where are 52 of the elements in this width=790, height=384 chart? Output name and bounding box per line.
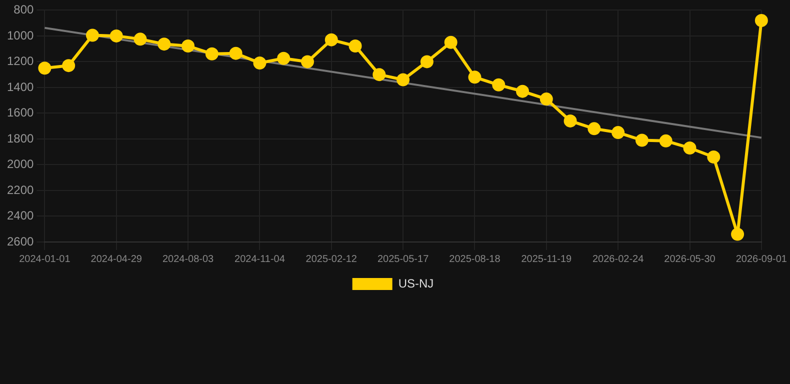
point	[468, 70, 482, 84]
point	[62, 59, 76, 72]
point	[372, 68, 386, 82]
y-tick-label: 1400	[6, 80, 34, 94]
y-tick-label: 1600	[6, 106, 34, 120]
point	[229, 46, 242, 60]
y-tick-label: 2400	[6, 208, 34, 223]
point	[300, 55, 314, 68]
point	[158, 38, 171, 51]
point	[754, 14, 768, 27]
point	[324, 33, 338, 46]
y-tick-label: 800	[14, 2, 34, 17]
x-tick-label: 2026-02-24	[592, 254, 644, 265]
point	[396, 73, 410, 86]
point	[540, 92, 553, 106]
x-tick-label: 2025-08-18	[449, 254, 501, 265]
x-tick-label: 2024-11-04	[234, 254, 286, 265]
point	[635, 134, 648, 147]
point	[516, 84, 530, 98]
y-tick-label: 2600	[6, 234, 34, 248]
point	[348, 40, 362, 52]
point	[659, 134, 672, 148]
x-tick-label: 2025-05-17	[377, 254, 430, 265]
x-tick-label: 2026-05-30	[664, 254, 716, 265]
point	[612, 126, 625, 140]
y-tick-label: 1200	[6, 54, 34, 68]
point	[444, 36, 458, 49]
x-tick-label: 2025-02-12	[306, 254, 358, 265]
x-tick-label: 2024-01-01	[19, 254, 71, 265]
point	[277, 52, 290, 65]
point	[707, 150, 720, 164]
point	[731, 228, 744, 241]
point	[588, 122, 601, 136]
x-tick-label: 2024-08-03	[162, 254, 214, 265]
point	[205, 47, 218, 60]
point	[86, 28, 99, 42]
point	[110, 29, 123, 42]
point	[683, 141, 696, 154]
x-tick-label: 2025-11-19	[521, 254, 572, 265]
legend-label: US-NJ	[398, 276, 434, 290]
y-tick-label: 2000	[6, 157, 34, 172]
y-tick-label: 1000	[6, 28, 34, 42]
y-tick-label: 1800	[6, 131, 34, 146]
point	[420, 55, 434, 68]
point	[182, 40, 195, 52]
y-tick-label: 2200	[6, 182, 34, 197]
point	[134, 32, 147, 46]
x-tick-label: 2024-04-29	[90, 254, 142, 265]
point	[492, 78, 506, 92]
x-tick-label: 2026-09-01	[736, 254, 788, 265]
point	[253, 56, 266, 70]
point	[564, 114, 577, 128]
